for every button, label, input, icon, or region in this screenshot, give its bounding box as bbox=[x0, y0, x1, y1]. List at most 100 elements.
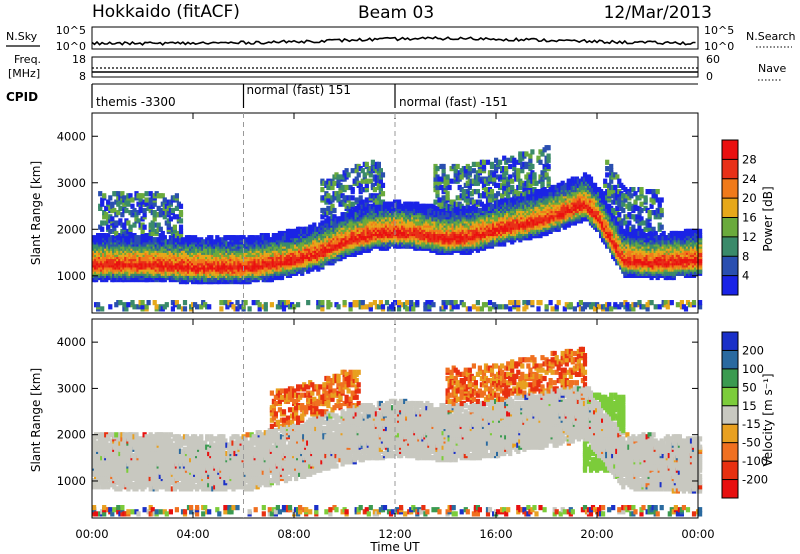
power-cell bbox=[138, 205, 143, 211]
power-cell bbox=[332, 207, 337, 214]
power-cell bbox=[306, 300, 311, 306]
power-cell bbox=[427, 203, 432, 209]
power-cell bbox=[378, 187, 383, 193]
power-cell bbox=[360, 199, 365, 205]
power-cell bbox=[120, 212, 125, 218]
power-cell bbox=[285, 300, 291, 306]
power-cell bbox=[411, 306, 416, 312]
cpid-mode-label: themis -3300 bbox=[96, 95, 176, 109]
frequency-panel: Freq. [MHz] 18 8 60 0 Nave bbox=[8, 53, 786, 83]
power-cell bbox=[378, 178, 383, 184]
power-cell bbox=[455, 163, 460, 170]
power-cell bbox=[451, 304, 456, 310]
power-cell bbox=[108, 195, 113, 201]
power-cell bbox=[445, 174, 450, 180]
power-cell bbox=[118, 218, 123, 224]
power-cell bbox=[467, 166, 472, 172]
power-cell bbox=[100, 306, 105, 312]
power-cell bbox=[257, 302, 262, 308]
power-cell bbox=[397, 199, 402, 205]
power-cell bbox=[142, 212, 147, 218]
power-cell bbox=[370, 182, 375, 188]
power-cell bbox=[485, 159, 491, 165]
power-cell bbox=[219, 300, 224, 306]
power-cell bbox=[154, 304, 159, 310]
power-cell bbox=[219, 306, 224, 312]
power-cell bbox=[132, 207, 137, 214]
power-cell bbox=[360, 178, 365, 184]
power-cell bbox=[320, 300, 325, 306]
power-cell bbox=[378, 168, 383, 174]
power-cell bbox=[162, 235, 167, 241]
power-cell bbox=[132, 304, 137, 310]
power-cell bbox=[114, 220, 119, 226]
cpid-panel: CPID themis -3300 normal (fast) 151 norm… bbox=[6, 83, 698, 109]
power-cell bbox=[102, 193, 107, 199]
cpid-label: CPID bbox=[6, 90, 38, 104]
power-cell bbox=[346, 172, 351, 178]
power-cell bbox=[376, 161, 381, 167]
power-cell bbox=[445, 300, 450, 306]
power-cell bbox=[502, 155, 507, 161]
power-cell bbox=[475, 189, 480, 195]
power-cell bbox=[178, 224, 184, 230]
power-cell bbox=[144, 191, 149, 197]
power-cell bbox=[316, 304, 321, 310]
power-cell bbox=[96, 302, 101, 308]
power-cell bbox=[326, 205, 331, 211]
power-cell bbox=[116, 300, 121, 306]
power-cell bbox=[502, 178, 507, 184]
power-cell bbox=[364, 161, 369, 167]
nave-right-tick-bottom: 0 bbox=[706, 70, 713, 83]
nave-label: Nave bbox=[758, 62, 786, 75]
power-cell bbox=[108, 228, 113, 234]
power-cell bbox=[308, 224, 313, 230]
power-cell bbox=[435, 184, 440, 191]
power-cell bbox=[217, 237, 222, 243]
power-cell bbox=[449, 178, 454, 184]
date-title: 12/Mar/2013 bbox=[604, 3, 712, 23]
power-cell bbox=[140, 304, 145, 310]
power-cell bbox=[122, 222, 127, 228]
noise-panel: N.Sky 10^5 10^0 10^5 10^0 N.Search bbox=[6, 24, 796, 53]
power-cell bbox=[100, 201, 105, 207]
power-cell bbox=[104, 205, 109, 211]
power-cell bbox=[487, 176, 493, 182]
power-cell bbox=[372, 187, 377, 193]
power-cell bbox=[354, 176, 359, 182]
power-cell bbox=[166, 239, 171, 245]
n-sky-label: N.Sky bbox=[6, 30, 38, 43]
power-cell bbox=[144, 304, 149, 310]
power-cell bbox=[118, 300, 123, 306]
power-cell bbox=[241, 235, 246, 241]
power-cell bbox=[358, 182, 363, 188]
power-cell bbox=[433, 180, 438, 186]
power-cell bbox=[124, 207, 129, 214]
power-cell bbox=[435, 166, 440, 172]
power-cell bbox=[128, 224, 133, 230]
power-cell bbox=[130, 203, 135, 209]
power-cell bbox=[380, 182, 386, 188]
power-cell bbox=[453, 300, 458, 306]
power-cell bbox=[350, 168, 355, 174]
power-cell bbox=[483, 187, 489, 193]
power-cell bbox=[287, 228, 293, 234]
power-cell bbox=[166, 205, 171, 211]
power-cell bbox=[106, 224, 111, 230]
power-cell bbox=[116, 235, 121, 241]
power-cell bbox=[461, 302, 466, 308]
power-cell bbox=[104, 220, 109, 226]
power-cell bbox=[348, 306, 353, 312]
power-cell bbox=[172, 224, 177, 230]
power-cell bbox=[247, 306, 252, 312]
power-cell bbox=[166, 222, 171, 228]
power-cell bbox=[110, 216, 115, 222]
power-cell bbox=[364, 178, 369, 184]
power-cell bbox=[356, 203, 361, 209]
power-cell bbox=[487, 306, 493, 312]
power-cell bbox=[471, 304, 476, 310]
power-cell bbox=[128, 193, 133, 199]
power-cell bbox=[498, 159, 503, 165]
noise-left-tick-top: 10^5 bbox=[56, 24, 86, 37]
power-cell bbox=[445, 191, 450, 197]
